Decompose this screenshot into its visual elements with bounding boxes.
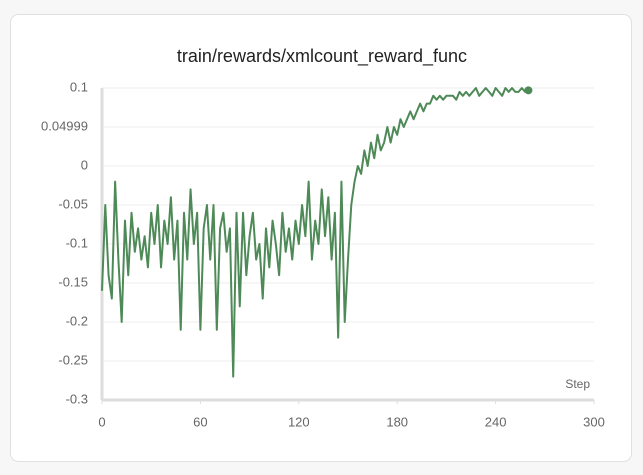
chart-title: train/rewards/xmlcount_reward_func [177,46,467,67]
x-tick-label: 60 [193,414,207,429]
x-tick-label: 120 [288,414,310,429]
y-tick-label: -0.3 [66,391,88,406]
x-tick-label: 240 [485,414,507,429]
x-tick-label: 0 [98,414,105,429]
y-tick-label: -0.1 [66,235,88,250]
x-axis-label: Step [565,377,590,391]
y-tick-label: -0.2 [66,313,88,328]
line [101,87,529,378]
y-tick-label: 0.1 [70,79,88,94]
y-tick-label: -0.15 [58,274,88,289]
card [10,14,632,462]
y-tick-label: -0.05 [58,196,88,211]
y-tick-label: 0.04999 [41,118,88,133]
y-tick-label: -0.25 [58,352,88,367]
y-tick-label: 0 [81,157,88,172]
x-tick-label: 300 [583,414,605,429]
end-point [524,86,533,95]
x-tick-label: 180 [386,414,408,429]
